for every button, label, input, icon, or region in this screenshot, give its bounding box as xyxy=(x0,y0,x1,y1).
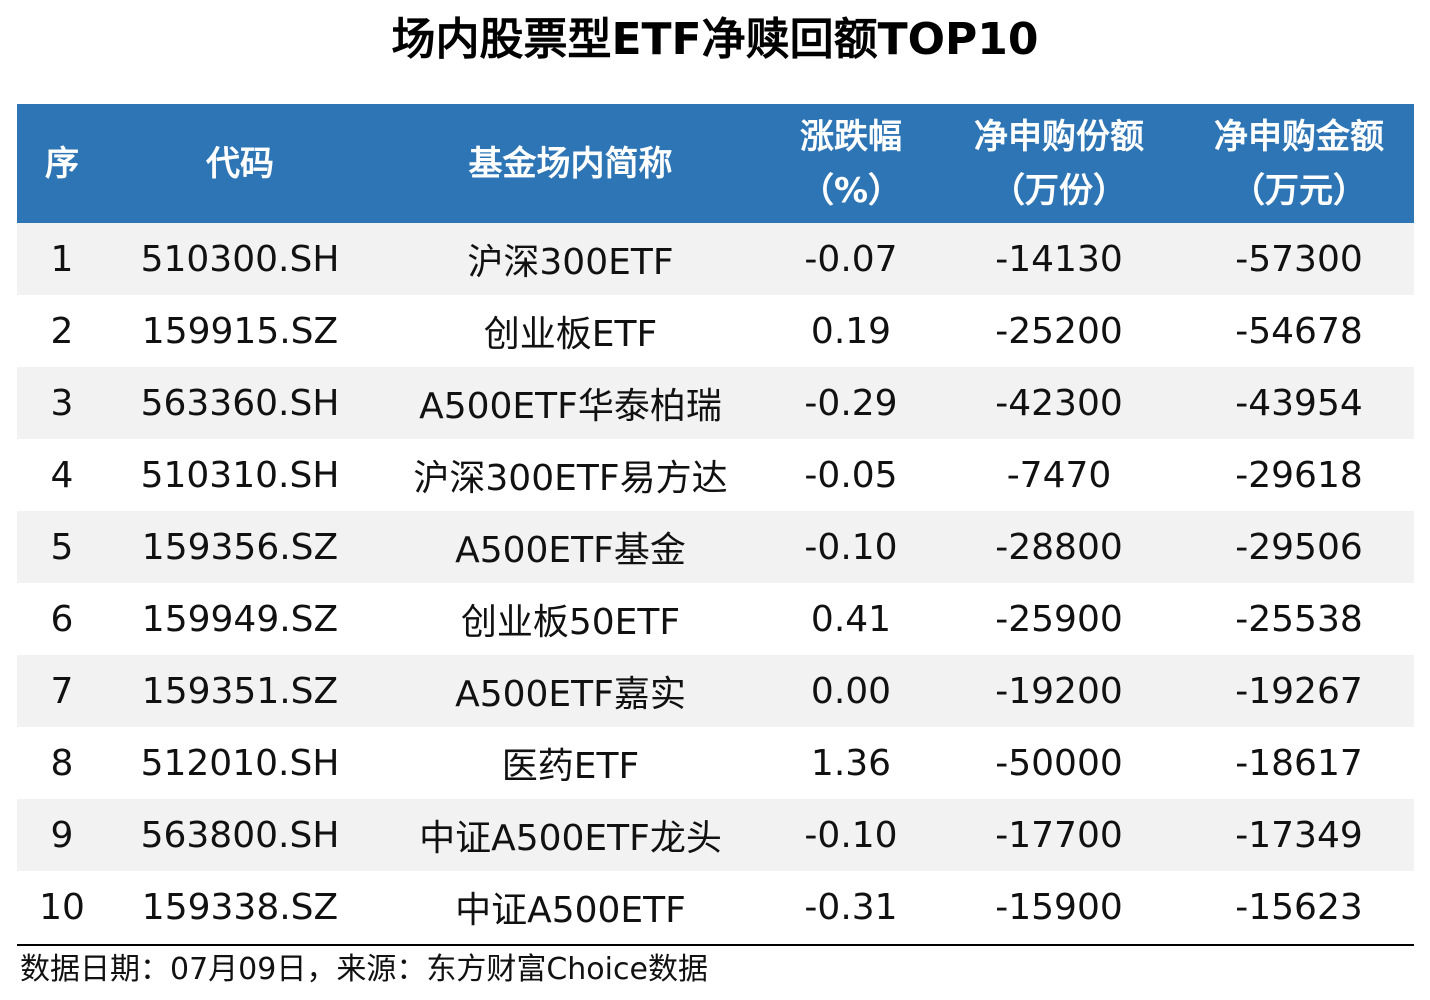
cell-code: 563800.SH xyxy=(140,814,340,856)
etf-table: 序 代码 基金场内简称 涨跌幅 （%） 净申购份额 （万份） 净申购金额 （万元… xyxy=(17,104,1414,943)
header-net-amount-unit: （万元） xyxy=(1231,170,1367,211)
cell-net-shares: -19200 xyxy=(995,670,1123,712)
cell-net-shares: -7470 xyxy=(1006,454,1112,496)
cell-index: 7 xyxy=(50,670,74,712)
cell-change: -0.10 xyxy=(804,526,898,568)
cell-code: 159338.SZ xyxy=(141,886,339,928)
cell-name: 中证A500ETF xyxy=(455,890,686,931)
cell-net-shares: -17700 xyxy=(995,814,1123,856)
table-row: 2 159915.SZ 创业板ETF 0.19 -25200 -54678 xyxy=(17,295,1414,367)
header-name: 基金场内简称 xyxy=(373,104,768,223)
cell-index: 8 xyxy=(50,742,74,784)
cell-change: -0.05 xyxy=(804,454,898,496)
cell-net-shares: -28800 xyxy=(995,526,1123,568)
table-row: 5 159356.SZ A500ETF基金 -0.10 -28800 -29506 xyxy=(17,511,1414,583)
header-net-shares: 净申购份额 （万份） xyxy=(934,104,1184,223)
header-change: 涨跌幅 （%） xyxy=(768,104,934,223)
cell-change: 1.36 xyxy=(810,742,892,784)
cell-net-amount: -29506 xyxy=(1235,526,1363,568)
cell-index: 9 xyxy=(50,814,74,856)
header-net-amount: 净申购金额 （万元） xyxy=(1184,104,1414,223)
header-code-label: 代码 xyxy=(206,143,274,184)
header-index: 序 xyxy=(17,104,107,223)
cell-code: 159351.SZ xyxy=(141,670,339,712)
cell-net-shares: -25200 xyxy=(995,310,1123,352)
cell-name: A500ETF华泰柏瑞 xyxy=(419,386,722,427)
table-row: 1 510300.SH 沪深300ETF -0.07 -14130 -57300 xyxy=(17,223,1414,295)
cell-net-amount: -19267 xyxy=(1235,670,1363,712)
cell-code: 563360.SH xyxy=(140,382,340,424)
table-row: 6 159949.SZ 创业板50ETF 0.41 -25900 -25538 xyxy=(17,583,1414,655)
cell-code: 510300.SH xyxy=(140,238,340,280)
table-header: 序 代码 基金场内简称 涨跌幅 （%） 净申购份额 （万份） 净申购金额 （万元… xyxy=(17,104,1414,223)
cell-change: 0.41 xyxy=(810,598,892,640)
header-name-label: 基金场内简称 xyxy=(468,143,673,184)
cell-change: 0.00 xyxy=(810,670,892,712)
cell-change: -0.10 xyxy=(804,814,898,856)
cell-net-shares: -50000 xyxy=(995,742,1123,784)
cell-change: -0.29 xyxy=(804,382,898,424)
cell-code: 159356.SZ xyxy=(141,526,339,568)
cell-name: 医药ETF xyxy=(501,746,640,787)
cell-net-shares: -42300 xyxy=(995,382,1123,424)
header-net-amount-label: 净申购金额 xyxy=(1214,116,1384,157)
cell-change: -0.31 xyxy=(804,886,898,928)
cell-net-amount: -54678 xyxy=(1235,310,1363,352)
table-row: 9 563800.SH 中证A500ETF龙头 -0.10 -17700 -17349 xyxy=(17,799,1414,871)
cell-net-shares: -15900 xyxy=(995,886,1123,928)
cell-change: 0.19 xyxy=(810,310,892,352)
table-row: 3 563360.SH A500ETF华泰柏瑞 -0.29 -42300 -43954 xyxy=(17,367,1414,439)
cell-net-amount: -15623 xyxy=(1235,886,1363,928)
cell-code: 159949.SZ xyxy=(141,598,339,640)
cell-name: 创业板ETF xyxy=(483,314,658,355)
header-net-shares-unit: （万份） xyxy=(991,170,1127,211)
cell-index: 10 xyxy=(39,886,85,928)
header-change-label: 涨跌幅 xyxy=(800,116,902,157)
table-row: 10 159338.SZ 中证A500ETF -0.31 -15900 -15623 xyxy=(17,871,1414,943)
cell-name: A500ETF基金 xyxy=(455,530,686,571)
cell-net-amount: -57300 xyxy=(1235,238,1363,280)
cell-code: 512010.SH xyxy=(140,742,340,784)
cell-name: 沪深300ETF易方达 xyxy=(413,458,728,499)
header-index-label: 序 xyxy=(45,143,79,184)
bottom-rule xyxy=(17,944,1414,946)
table-row: 4 510310.SH 沪深300ETF易方达 -0.05 -7470 -29618 xyxy=(17,439,1414,511)
cell-index: 5 xyxy=(50,526,74,568)
cell-net-amount: -29618 xyxy=(1235,454,1363,496)
header-code: 代码 xyxy=(107,104,373,223)
cell-net-amount: -43954 xyxy=(1235,382,1363,424)
cell-index: 6 xyxy=(50,598,74,640)
cell-change: -0.07 xyxy=(804,238,898,280)
cell-name: 沪深300ETF xyxy=(467,242,674,283)
cell-index: 2 xyxy=(50,310,74,352)
cell-net-shares: -14130 xyxy=(995,238,1123,280)
cell-name: A500ETF嘉实 xyxy=(455,674,686,715)
table-title: 场内股票型ETF净赎回额TOP10 xyxy=(391,14,1039,65)
table-row: 7 159351.SZ A500ETF嘉实 0.00 -19200 -19267 xyxy=(17,655,1414,727)
cell-name: 创业板50ETF xyxy=(460,602,681,643)
cell-code: 510310.SH xyxy=(140,454,340,496)
header-change-unit: （%） xyxy=(799,170,903,211)
header-net-shares-label: 净申购份额 xyxy=(974,116,1144,157)
table-row: 8 512010.SH 医药ETF 1.36 -50000 -18617 xyxy=(17,727,1414,799)
cell-index: 4 xyxy=(50,454,74,496)
cell-net-amount: -18617 xyxy=(1235,742,1363,784)
cell-code: 159915.SZ xyxy=(141,310,339,352)
cell-index: 3 xyxy=(50,382,74,424)
footnote: 数据日期：07月09日，来源：东方财富Choice数据 xyxy=(20,952,708,987)
cell-index: 1 xyxy=(50,238,74,280)
cell-net-amount: -17349 xyxy=(1235,814,1363,856)
cell-net-shares: -25900 xyxy=(995,598,1123,640)
cell-name: 中证A500ETF龙头 xyxy=(419,818,722,859)
table-body: 1 510300.SH 沪深300ETF -0.07 -14130 -57300 2 1599… xyxy=(17,223,1414,943)
cell-net-amount: -25538 xyxy=(1235,598,1363,640)
